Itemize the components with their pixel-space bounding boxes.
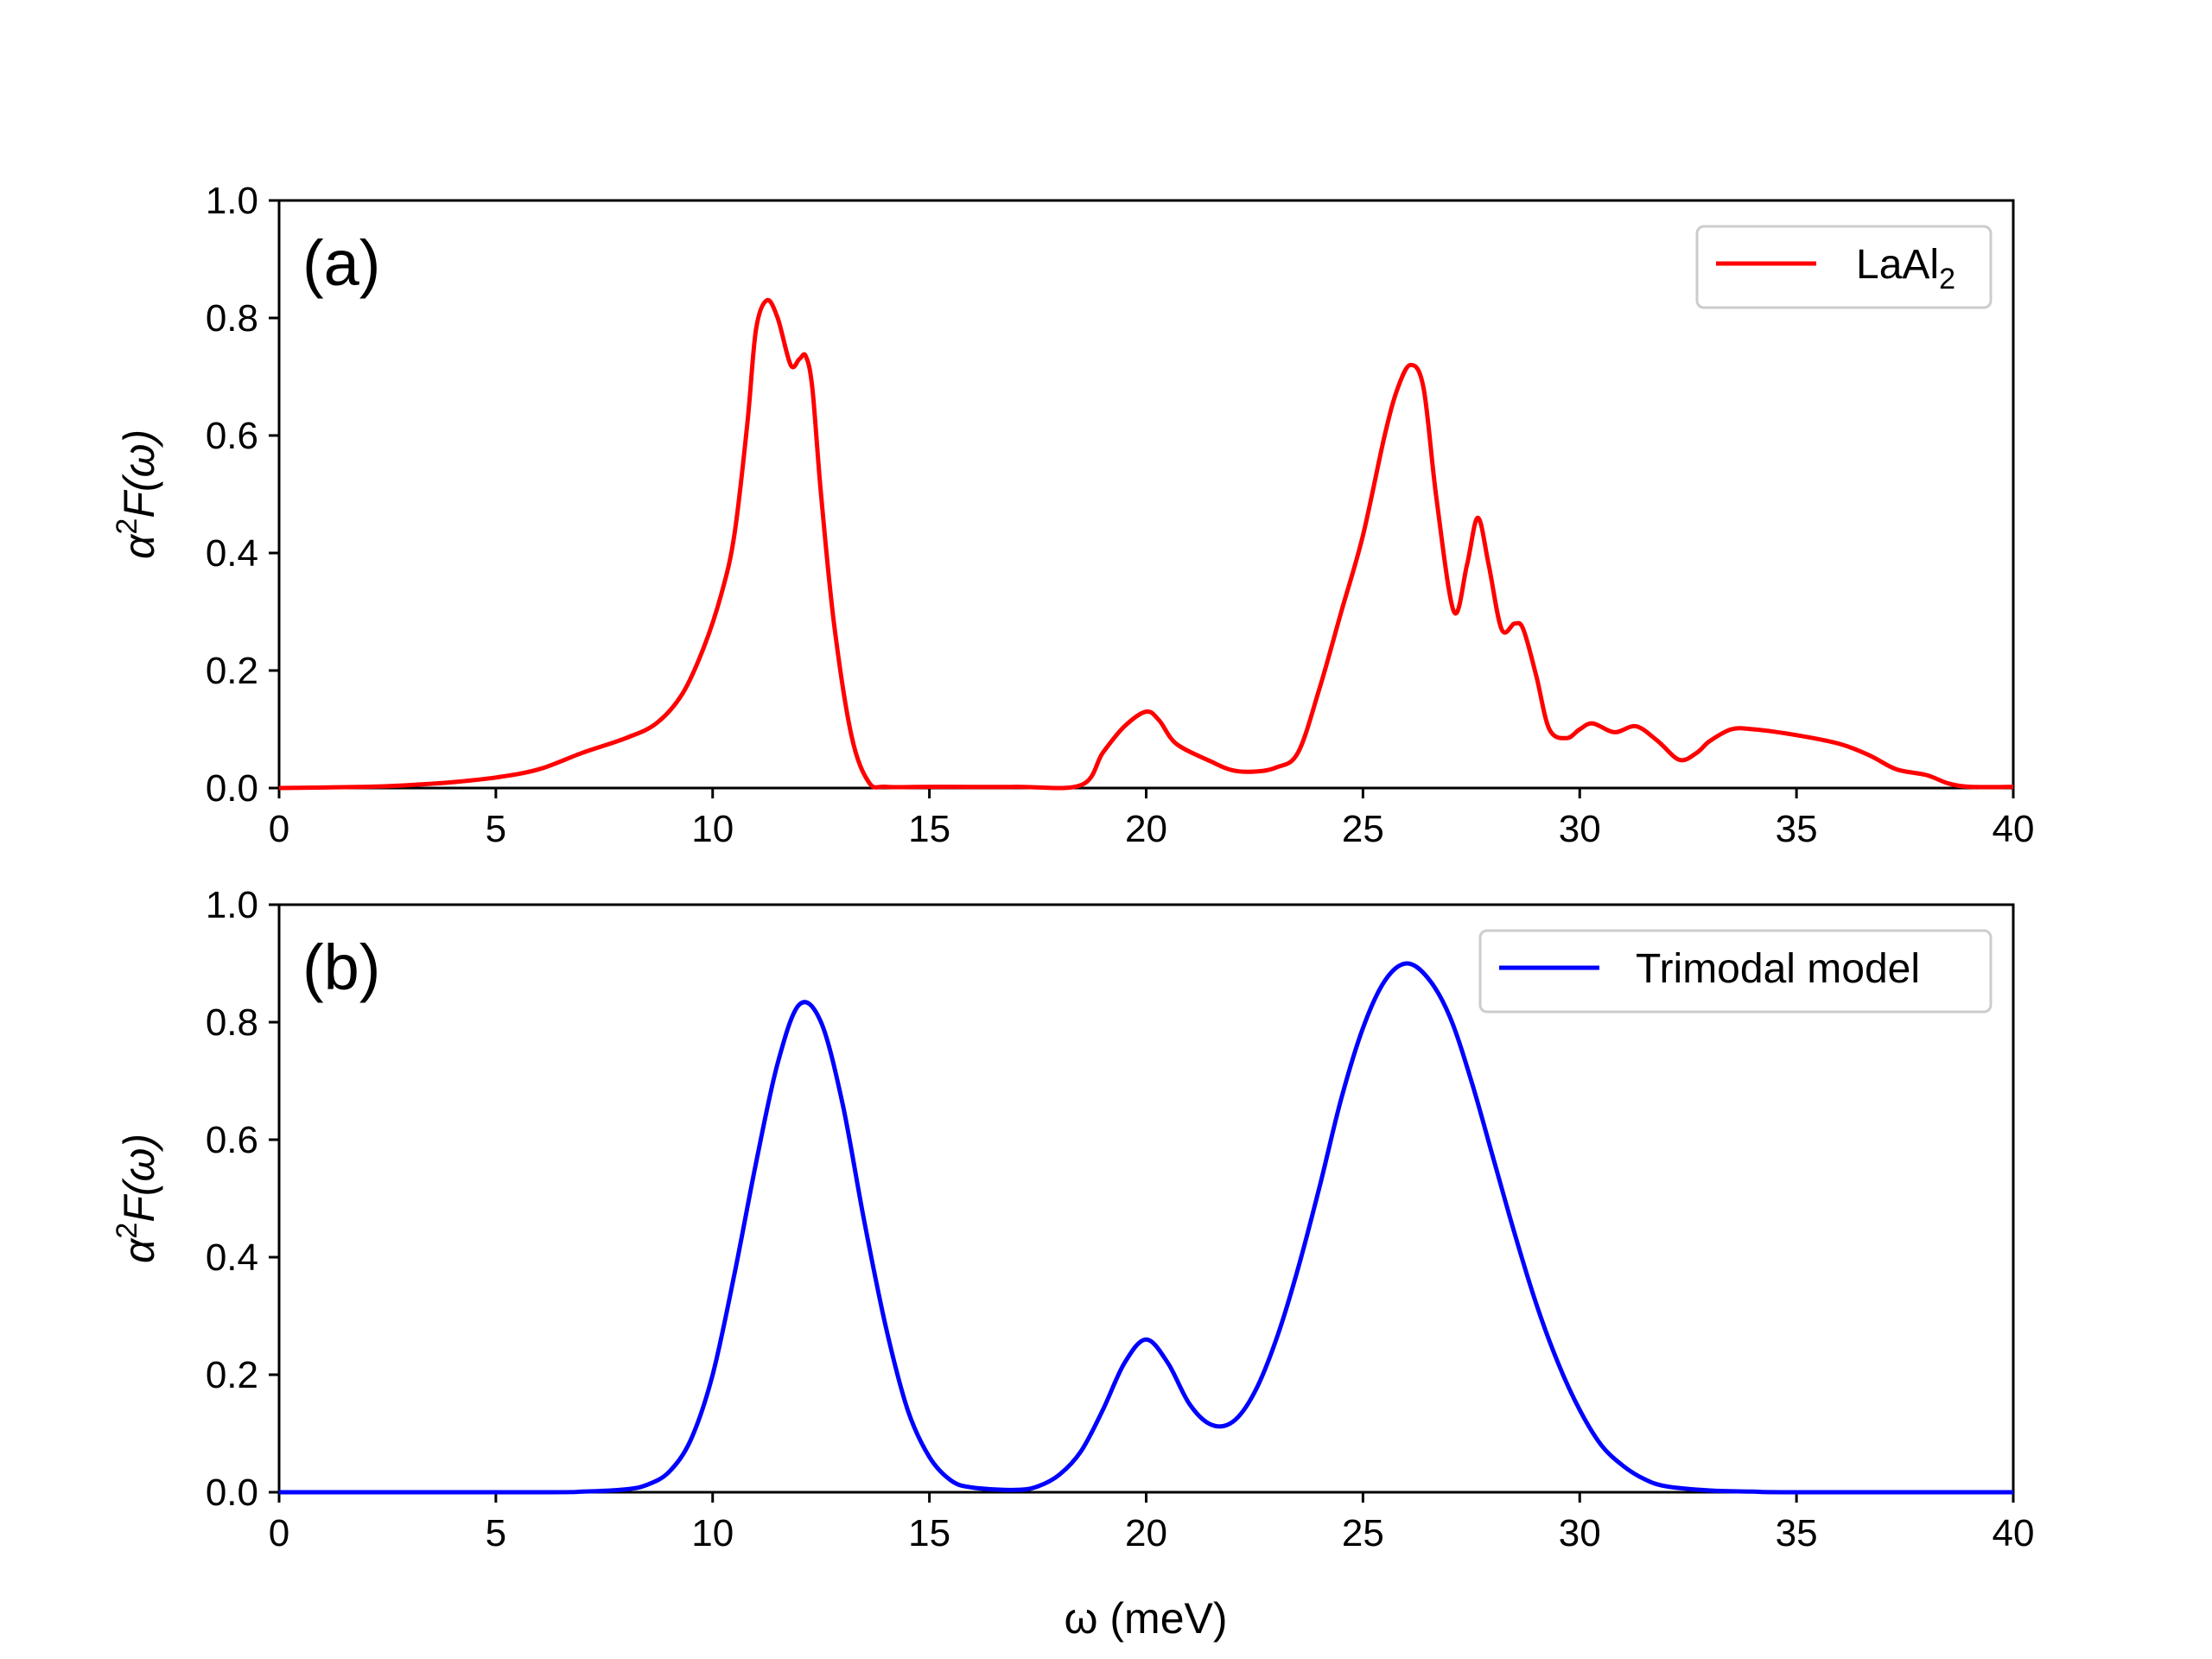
y-tick-label: 0.6 [206,415,258,457]
legend-box [1478,929,1993,1014]
legend: Trimodal model [1478,929,1993,1014]
x-tick-label: 20 [1125,1512,1167,1554]
x-tick-label: 25 [1342,1512,1384,1554]
x-tick-label: 40 [1993,808,2035,850]
x-tick-label: 10 [691,808,734,850]
x-axis-label: ω (meV) [1064,1594,1227,1643]
legend-entry-trimodal-model: Trimodal model [1636,946,1920,992]
y-axis-label: α2F(ω) [111,429,163,559]
y-tick-labels: 0.0 0.2 0.4 0.6 0.8 1.0 [206,884,258,1514]
y-tick-label: 0.0 [206,1471,258,1514]
series-line-laal2 [278,297,2014,791]
panel-label: (a) [302,227,380,299]
x-tick-label: 40 [1993,1512,2035,1554]
y-tick-label: 0.2 [206,650,258,692]
y-tick-labels: 0.0 0.2 0.4 0.6 0.8 1.0 [206,180,258,810]
y-tick-label: 1.0 [206,884,258,926]
y-axis-label: α2F(ω) [111,1134,163,1263]
x-tick-labels: 0 5 10 15 20 25 30 35 40 [269,1512,2035,1554]
series-layer [278,297,2014,791]
y-tick-label: 0.8 [206,1001,258,1044]
panel-a: 0 5 10 15 20 25 30 35 40 0.00.20.40.60.81.0 (a) … [111,180,2034,850]
x-tick-label: 35 [1776,1512,1818,1554]
legend: LaAl2 [1695,225,1993,309]
y-tick-label: 0.4 [206,532,258,575]
x-tick-label: 0 [269,1512,289,1554]
x-tick-label: 30 [1559,808,1601,850]
y-tick-label: 0.2 [206,1354,258,1396]
x-tick-label: 5 [486,1512,506,1554]
panel-label: (b) [302,931,380,1003]
x-tick-label: 15 [908,1512,950,1554]
series-layer [278,961,2014,1495]
series-line-trimodal-model [278,961,2014,1495]
y-tick-label: 0.8 [206,297,258,340]
x-tick-label: 20 [1125,808,1167,850]
legend-box [1695,225,1993,309]
panel-b: 0 5 10 15 20 25 30 35 40 0.00.20.40.60.81.0 (b) … [111,884,2034,1643]
x-tick-label: 5 [486,808,506,850]
y-tick-label: 0.0 [206,767,258,810]
y-tick-label: 1.0 [206,180,258,222]
y-tick-label: 0.6 [206,1119,258,1161]
x-tick-label: 15 [908,808,950,850]
legend-entry-laal2: LaAl2 [1856,242,1955,296]
x-tick-label: 30 [1559,1512,1601,1554]
x-tick-label: 35 [1776,808,1818,850]
x-tick-labels: 0 5 10 15 20 25 30 35 40 [269,808,2035,850]
y-tick-label: 0.4 [206,1236,258,1279]
x-tick-label: 25 [1342,808,1384,850]
tick-marks [269,199,2015,798]
x-tick-label: 0 [269,808,289,850]
x-tick-label: 10 [691,1512,734,1554]
